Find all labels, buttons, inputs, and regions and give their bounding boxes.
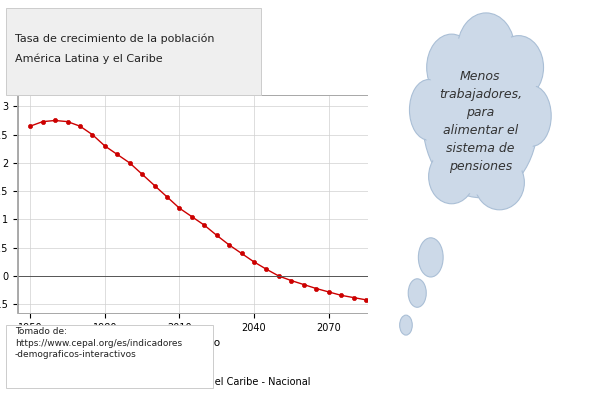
Circle shape [408, 279, 426, 307]
Ellipse shape [457, 13, 515, 86]
Ellipse shape [412, 83, 446, 137]
Circle shape [418, 238, 443, 277]
Ellipse shape [459, 16, 513, 83]
Text: Menos
trabajadores,
para
alimentar el
sistema de
pensiones: Menos trabajadores, para alimentar el si… [439, 70, 522, 173]
Ellipse shape [496, 39, 541, 96]
Ellipse shape [513, 86, 551, 146]
Ellipse shape [429, 37, 474, 98]
Ellipse shape [431, 152, 473, 201]
Ellipse shape [429, 149, 474, 204]
Ellipse shape [423, 46, 538, 198]
Text: América Latina y el Caribe: América Latina y el Caribe [15, 53, 162, 64]
Ellipse shape [494, 36, 544, 99]
Ellipse shape [427, 34, 477, 101]
Ellipse shape [477, 158, 522, 207]
Ellipse shape [474, 155, 524, 210]
Legend: América Latina y el Caribe - Nacional: América Latina y el Caribe - Nacional [106, 373, 315, 391]
Text: Tasa de crecimiento de la población: Tasa de crecimiento de la población [15, 34, 214, 44]
Ellipse shape [425, 49, 536, 195]
Ellipse shape [515, 89, 549, 143]
Circle shape [400, 315, 412, 335]
X-axis label: Año: Año [200, 338, 221, 348]
Text: Tomado de:
https://www.cepal.org/es/indicadores
-demograficos-interactivos: Tomado de: https://www.cepal.org/es/indi… [15, 327, 182, 359]
Ellipse shape [409, 80, 448, 140]
